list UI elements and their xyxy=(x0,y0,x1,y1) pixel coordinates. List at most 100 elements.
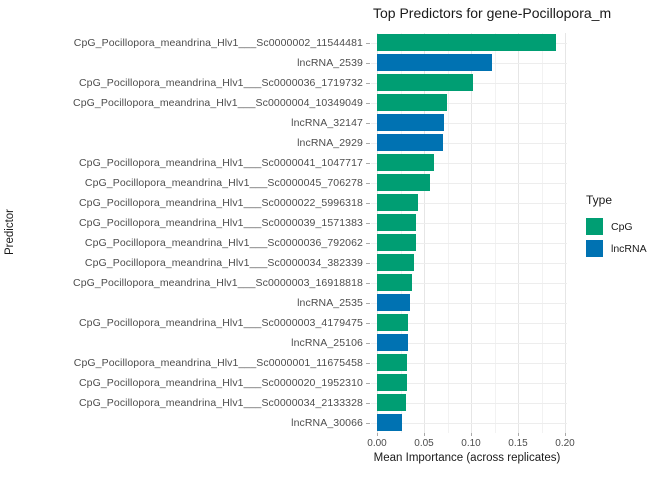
y-axis-tick-mark xyxy=(366,143,370,144)
gridline-minor-vertical xyxy=(541,33,543,433)
gridline-major-horizontal xyxy=(371,383,567,384)
legend-swatch-cpg xyxy=(586,218,603,235)
y-axis-tick-mark xyxy=(366,103,370,104)
bar xyxy=(377,274,412,291)
y-axis-tick-mark xyxy=(366,323,370,324)
bar xyxy=(377,394,406,411)
x-axis-tick-label: 0.15 xyxy=(508,438,528,449)
y-axis-tick-mark xyxy=(366,423,370,424)
y-axis-title: Predictor xyxy=(4,208,16,256)
bar xyxy=(377,354,407,371)
y-axis-tick-mark xyxy=(366,43,370,44)
y-axis-tick-label: CpG_Pocillopora_meandrina_Hlv1___Sc00000… xyxy=(73,277,363,289)
gridline-major-horizontal xyxy=(371,283,567,284)
x-axis-tick-mark xyxy=(377,433,378,436)
legend: Type CpG lncRNA xyxy=(586,193,647,262)
y-axis-tick-mark xyxy=(366,83,370,84)
y-axis-tick-mark xyxy=(366,363,370,364)
gridline-major-horizontal xyxy=(371,263,567,264)
bar xyxy=(377,154,434,171)
y-axis-tick-label: lncRNA_30066 xyxy=(291,417,363,429)
gridline-minor-vertical xyxy=(400,33,402,433)
y-axis-tick-mark xyxy=(366,403,370,404)
bar xyxy=(377,334,408,351)
gridline-major-horizontal xyxy=(371,363,567,364)
y-axis-tick-mark xyxy=(366,243,370,244)
bar xyxy=(377,134,443,151)
gridline-major-horizontal xyxy=(371,223,567,224)
gridline-major-vertical xyxy=(377,33,378,433)
gridline-major-horizontal xyxy=(371,423,567,424)
bar xyxy=(377,54,492,71)
y-axis-tick-mark xyxy=(366,123,370,124)
bar xyxy=(377,194,418,211)
y-axis-tick-mark xyxy=(366,223,370,224)
y-axis-tick-label: lncRNA_2929 xyxy=(297,137,363,149)
y-axis-tick-mark xyxy=(366,343,370,344)
x-axis-tick-mark xyxy=(424,433,425,436)
y-axis-tick-label: lncRNA_25106 xyxy=(291,337,363,349)
x-axis-tick-mark xyxy=(565,433,566,436)
bar xyxy=(377,294,410,311)
y-axis-tick-label: lncRNA_2539 xyxy=(297,57,363,69)
y-axis-tick-label: CpG_Pocillopora_meandrina_Hlv1___Sc00000… xyxy=(78,197,363,209)
gridline-major-vertical xyxy=(471,33,472,433)
y-axis-tick-label: CpG_Pocillopora_meandrina_Hlv1___Sc00000… xyxy=(78,157,363,169)
y-axis-tick-label: CpG_Pocillopora_meandrina_Hlv1___Sc00000… xyxy=(84,177,363,189)
gridline-major-vertical xyxy=(424,33,425,433)
x-axis-title: Mean Importance (across replicates) xyxy=(373,452,561,464)
gridline-major-horizontal xyxy=(371,303,567,304)
y-axis-tick-label: CpG_Pocillopora_meandrina_Hlv1___Sc00000… xyxy=(78,217,363,229)
gridline-major-horizontal xyxy=(371,203,567,204)
gridline-major-horizontal xyxy=(371,323,567,324)
legend-item: CpG xyxy=(586,218,647,235)
bar xyxy=(377,74,473,91)
gridline-major-horizontal xyxy=(371,103,567,104)
y-axis-tick-mark xyxy=(366,263,370,264)
bar xyxy=(377,314,408,331)
plot-panel xyxy=(371,33,567,433)
bar xyxy=(377,414,402,431)
y-axis-tick-label: CpG_Pocillopora_meandrina_Hlv1___Sc00000… xyxy=(84,237,363,249)
legend-label: CpG xyxy=(611,220,633,233)
y-axis-tick-mark xyxy=(366,203,370,204)
x-axis-tick-mark xyxy=(471,433,472,436)
y-axis-tick-mark xyxy=(366,383,370,384)
gridline-major-horizontal xyxy=(371,143,567,144)
y-axis-tick-label: CpG_Pocillopora_meandrina_Hlv1___Sc00000… xyxy=(78,77,363,89)
y-axis-tick-mark xyxy=(366,63,370,64)
y-axis-tick-label: CpG_Pocillopora_meandrina_Hlv1___Sc00000… xyxy=(78,377,363,389)
y-axis-tick-label: CpG_Pocillopora_meandrina_Hlv1___Sc00000… xyxy=(73,37,363,49)
x-axis-tick-label: 0.20 xyxy=(555,438,575,449)
legend-items: CpG lncRNA xyxy=(586,218,647,257)
gridline-major-horizontal xyxy=(371,123,567,124)
y-axis-tick-label: CpG_Pocillopora_meandrina_Hlv1___Sc00000… xyxy=(78,317,363,329)
gridline-major-horizontal xyxy=(371,343,567,344)
y-axis-tick-label: lncRNA_32147 xyxy=(291,117,363,129)
y-axis-tick-label: CpG_Pocillopora_meandrina_Hlv1___Sc00000… xyxy=(78,397,363,409)
x-axis-tick-label: 0.10 xyxy=(461,438,481,449)
chart-title: Top Predictors for gene-Pocillopora_m xyxy=(373,5,612,21)
gridline-major-horizontal xyxy=(371,243,567,244)
y-axis-tick-mark xyxy=(366,163,370,164)
gridline-major-vertical xyxy=(565,33,566,433)
bar xyxy=(377,114,444,131)
bar xyxy=(377,214,416,231)
legend-item: lncRNA xyxy=(586,240,647,257)
y-axis-tick-label: CpG_Pocillopora_meandrina_Hlv1___Sc00000… xyxy=(73,97,363,109)
y-axis-tick-label: lncRNA_2535 xyxy=(297,297,363,309)
x-axis-tick-label: 0.05 xyxy=(414,438,434,449)
x-axis-tick-mark xyxy=(518,433,519,436)
bar xyxy=(377,174,430,191)
x-axis-tick-label: 0.00 xyxy=(367,438,387,449)
legend-title: Type xyxy=(586,193,613,207)
y-axis-tick-label: CpG_Pocillopora_meandrina_Hlv1___Sc00000… xyxy=(73,357,363,369)
bar xyxy=(377,254,414,271)
bar xyxy=(377,94,447,111)
legend-label: lncRNA xyxy=(611,242,647,255)
gridline-major-vertical xyxy=(518,33,519,433)
bar xyxy=(377,34,556,51)
gridline-minor-vertical xyxy=(494,33,496,433)
bar xyxy=(377,234,416,251)
